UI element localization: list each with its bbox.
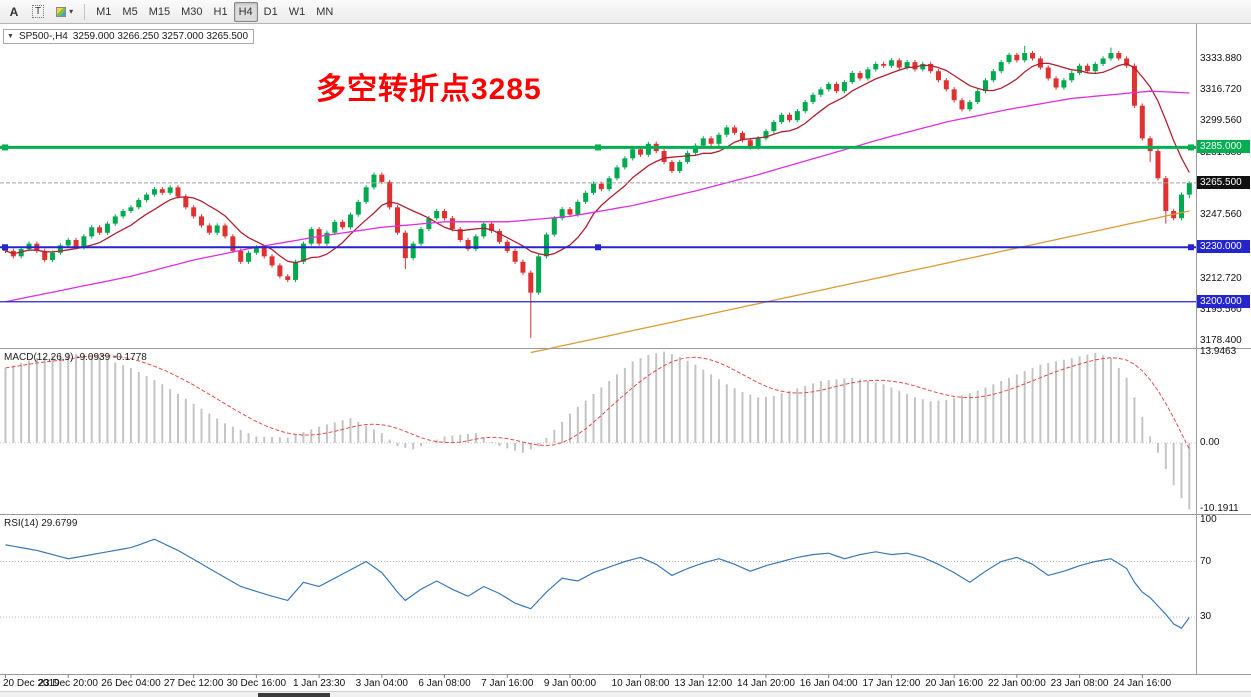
toolbar: A T ▾ M1 M5 M15 M30 H1 H4 D1 W1 MN	[0, 0, 1251, 24]
time-axis-label: 16 Jan 04:00	[799, 678, 858, 689]
price-tag: 3265.500	[1197, 175, 1250, 189]
line-handle[interactable]	[1188, 244, 1194, 251]
timeframe-button-m15[interactable]: M15	[144, 2, 175, 22]
chevron-down-icon: ▾	[69, 7, 74, 16]
ma-fast-line	[5, 62, 1190, 264]
chart-symbol: SP500-,H4	[18, 31, 68, 42]
time-axis-label: 17 Jan 12:00	[862, 678, 921, 689]
price-tick-label: 3212.720	[1200, 272, 1242, 284]
price-tag: 3230.000	[1197, 240, 1250, 254]
text-tool-label: T	[32, 5, 45, 18]
time-axis-label: 6 Jan 08:00	[418, 678, 471, 689]
time-axis-label: 7 Jan 16:00	[481, 678, 534, 689]
timeframe-button-d1[interactable]: D1	[259, 2, 283, 22]
timeframe-button-m1[interactable]: M1	[91, 2, 116, 22]
chart-ohlc: 3259.000 3266.250 3257.000 3265.500	[72, 31, 249, 42]
line-handle[interactable]	[595, 244, 601, 251]
line-handle[interactable]	[1188, 144, 1194, 151]
ma-mid-line	[5, 90, 1190, 303]
price-tick-label: 3316.720	[1200, 83, 1242, 95]
rsi-tick-label: 100	[1200, 513, 1217, 525]
color-picker-icon	[56, 6, 67, 17]
timeframe-button-m30[interactable]: M30	[176, 2, 207, 22]
candlestick-series	[3, 45, 1192, 339]
time-axis-label: 3 Jan 04:00	[355, 678, 408, 689]
hline-3230[interactable]	[0, 244, 1196, 251]
ma-slow-line	[530, 210, 1190, 354]
rsi-line	[5, 538, 1190, 629]
macd-tick-label: -10.1911	[1200, 503, 1239, 515]
time-axis-label: 26 Dec 04:00	[101, 678, 161, 689]
rsi-tick-label: 70	[1200, 555, 1212, 567]
price-tag: 3200.000	[1197, 294, 1250, 308]
collapse-triangle-icon[interactable]: ▼	[7, 33, 14, 40]
time-axis-label: 1 Jan 23:30	[292, 678, 346, 689]
macd-histogram	[4, 351, 1191, 510]
time-axis-label: 27 Dec 12:00	[163, 678, 224, 689]
time-axis-label: 24 Jan 16:00	[1113, 678, 1172, 689]
scrollbar-thumb[interactable]	[258, 693, 330, 697]
time-axis-label: 10 Jan 08:00	[611, 678, 670, 689]
time-axis-label: 13 Jan 12:00	[674, 678, 733, 689]
macd-signal-line	[5, 354, 1190, 450]
time-axis-label: 30 Dec 16:00	[226, 678, 287, 689]
line-handle[interactable]	[595, 144, 601, 151]
timeframe-button-w1[interactable]: W1	[284, 2, 311, 22]
timeframe-group: M1 M5 M15 M30 H1 H4 D1 W1 MN	[91, 1, 338, 22]
time-axis-label: 23 Dec 20:00	[38, 678, 98, 689]
price-tick-label: 3299.560	[1200, 115, 1242, 126]
time-axis-label: 9 Jan 00:00	[543, 678, 597, 689]
rsi-label: RSI(14) 29.6799	[4, 518, 78, 529]
rsi-tick-label: 30	[1200, 611, 1212, 623]
macd-tick-label: 13.9463	[1200, 345, 1237, 357]
time-axis-label: 20 Jan 16:00	[925, 678, 984, 689]
toolbar-separator	[84, 3, 86, 20]
chart-title-box[interactable]: ▼ SP500-,H4 3259.000 3266.250 3257.000 3…	[3, 29, 255, 44]
annotation-text[interactable]: 多空转折点3285	[316, 73, 542, 106]
colors-tool-button[interactable]: ▾	[51, 2, 78, 22]
price-tick-label: 3178.400	[1200, 334, 1242, 346]
price-tick-label: 3195.560	[1200, 303, 1242, 315]
hline-3285[interactable]	[0, 144, 1196, 151]
time-axis-label: 23 Jan 08:00	[1050, 678, 1109, 689]
text-tool-button[interactable]: T	[27, 2, 49, 22]
timeframe-button-h4[interactable]: H4	[233, 1, 258, 22]
line-handle[interactable]	[2, 244, 8, 251]
macd-label: MACD(12,26,9) -9.0939 -0.1778	[4, 352, 147, 363]
macd-tick-label: 0.00	[1200, 436, 1220, 448]
price-tick-label: 3247.560	[1200, 209, 1242, 221]
time-axis-label: 22 Jan 00:00	[987, 678, 1046, 689]
timeframe-button-h1[interactable]: H1	[209, 2, 233, 22]
line-handle[interactable]	[2, 144, 8, 151]
cursor-tool-button[interactable]: A	[3, 2, 25, 22]
time-axis-label: 20 Dec 2019	[3, 678, 60, 689]
time-axis-label: 14 Jan 20:00	[737, 678, 795, 689]
price-tick-label: 3333.880	[1200, 52, 1242, 64]
timeframe-button-m5[interactable]: M5	[117, 2, 142, 22]
timeframe-button-mn[interactable]: MN	[311, 2, 338, 22]
horizontal-scrollbar[interactable]	[0, 691, 1251, 697]
price-tag: 3285.000	[1197, 140, 1250, 154]
